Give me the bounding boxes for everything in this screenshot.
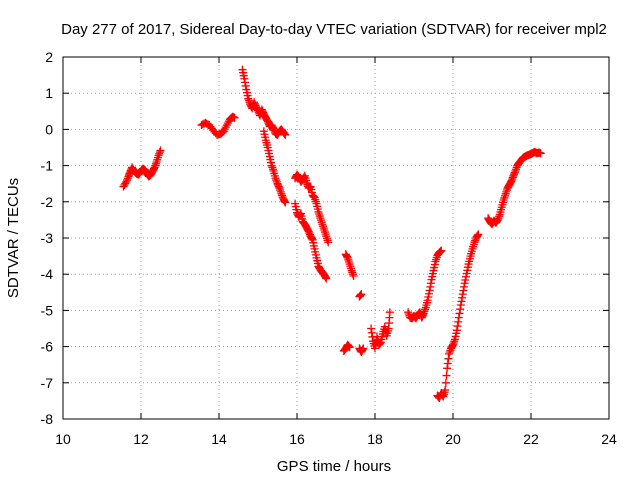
data-point [155, 149, 164, 158]
data-point [404, 310, 413, 319]
x-tick-label: 22 [523, 431, 539, 447]
chart-title: Day 277 of 2017, Sidereal Day-to-day VTE… [61, 21, 607, 38]
y-tick-label: 0 [45, 121, 53, 137]
data-point [271, 174, 280, 183]
data-point [356, 291, 365, 300]
x-axis-label: GPS time / hours [277, 458, 391, 475]
data-point [441, 386, 450, 395]
x-tick-label: 10 [55, 431, 71, 447]
data-point [375, 339, 384, 348]
data-point [122, 176, 131, 185]
x-tick-labels: 10 12 14 16 18 20 22 24 [55, 431, 617, 447]
y-tick-label: -3 [41, 230, 54, 246]
y-tick-label: -8 [41, 411, 54, 427]
data-point [437, 246, 446, 255]
data-point [274, 182, 283, 191]
data-point [474, 230, 483, 239]
x-tick-label: 14 [211, 431, 227, 447]
y-tick-label: 2 [45, 49, 53, 65]
data-point [150, 163, 159, 172]
y-tick-label: -5 [41, 302, 54, 318]
x-tick-label: 18 [367, 431, 383, 447]
y-tick-label: -2 [41, 194, 54, 210]
data-point [359, 344, 368, 353]
data-point [349, 272, 358, 281]
data-point [121, 179, 130, 188]
data-point [450, 337, 459, 346]
data-point [357, 290, 366, 299]
data-point [453, 322, 462, 331]
x-tick-label: 16 [289, 431, 305, 447]
data-point [536, 149, 545, 158]
data-point [442, 371, 451, 380]
x-tick-label: 20 [445, 431, 461, 447]
y-tick-label: -6 [41, 339, 54, 355]
y-tick-label: -1 [41, 158, 54, 174]
data-point [460, 282, 469, 291]
data-point [421, 305, 430, 314]
y-tick-label: -7 [41, 375, 54, 391]
x-tick-label: 12 [133, 431, 149, 447]
data-point [244, 96, 253, 105]
data-point [151, 159, 160, 168]
data-series [119, 65, 545, 403]
grid-lines [63, 57, 609, 419]
data-point [322, 274, 331, 283]
y-axis-label: SDTVAR / TECUs [5, 178, 22, 298]
data-point [345, 343, 354, 352]
data-point [122, 177, 131, 186]
y-tick-labels: -8 -7 -6 -5 -4 -3 -2 -1 0 1 2 [41, 49, 54, 427]
data-point [281, 198, 290, 207]
data-point [507, 176, 516, 185]
data-point [443, 359, 452, 368]
data-point [241, 81, 250, 90]
data-point [492, 217, 501, 226]
y-tick-label: 1 [45, 85, 53, 101]
data-point [281, 130, 290, 139]
data-point [268, 163, 277, 172]
x-tick-label: 24 [601, 431, 617, 447]
data-point [473, 232, 482, 241]
data-point [456, 300, 465, 309]
data-point [502, 187, 511, 196]
data-point [441, 378, 450, 387]
data-point [385, 308, 394, 317]
data-point [324, 238, 333, 247]
data-point [156, 146, 165, 155]
data-point [230, 113, 239, 122]
data-point [278, 191, 287, 200]
plot-frame [62, 56, 610, 420]
y-tick-label: -4 [41, 266, 54, 282]
